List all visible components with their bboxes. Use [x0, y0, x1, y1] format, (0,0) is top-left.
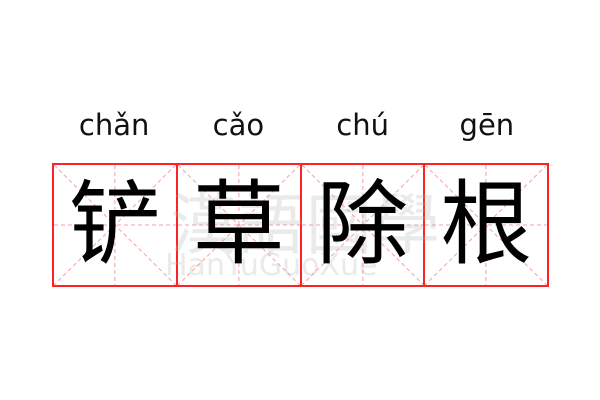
character-cell: 草 — [178, 165, 302, 285]
character-grid: 铲 草 除 根 — [52, 163, 549, 287]
guide-lines — [54, 165, 176, 285]
character: 草 — [192, 171, 285, 278]
guide-lines — [178, 165, 300, 285]
guide-lines — [302, 165, 424, 285]
character: 根 — [440, 171, 533, 278]
character: 铲 — [68, 171, 161, 278]
character-cell: 铲 — [54, 165, 178, 285]
character-cell: 除 — [302, 165, 426, 285]
guide-lines — [425, 165, 547, 285]
character: 除 — [316, 171, 409, 278]
character-cell: 根 — [425, 165, 547, 285]
pinyin-2: cǎo — [212, 108, 265, 142]
pinyin-1: chǎn — [78, 108, 150, 142]
pinyin-row: chǎn cǎo chú gēn — [52, 108, 549, 148]
pinyin-4: gēn — [459, 108, 515, 142]
pinyin-3: chú — [336, 108, 389, 142]
